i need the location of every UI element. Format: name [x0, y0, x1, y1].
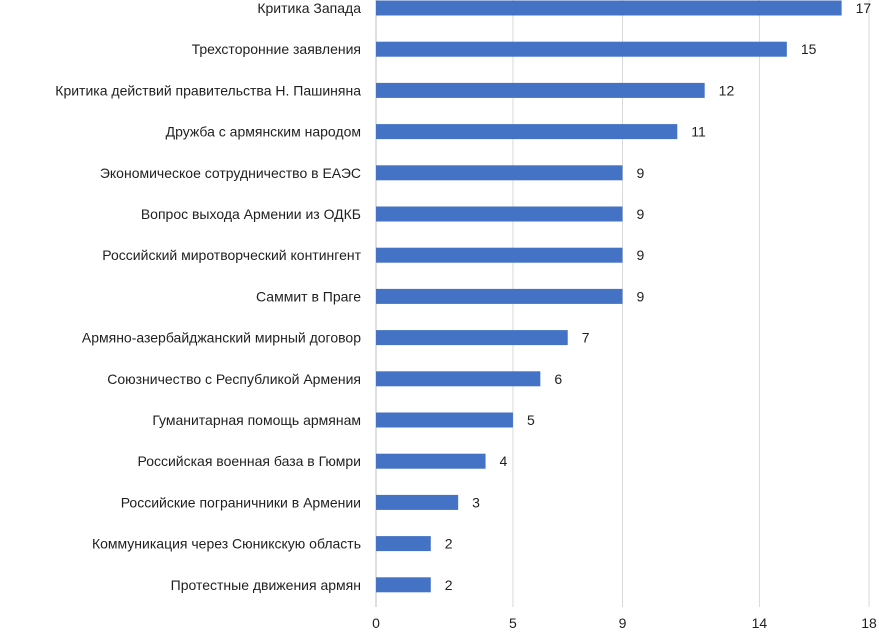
category-label: Экономическое сотрудничество в ЕАЭС: [100, 165, 361, 181]
bars: [376, 0, 842, 593]
value-label: 3: [472, 494, 480, 510]
x-axis-ticks: 0 5 9 14 18: [372, 615, 877, 631]
bar: [376, 577, 431, 593]
category-label: Вопрос выхода Армении из ОДКБ: [141, 206, 361, 222]
category-label: Протестные движения армян: [171, 577, 361, 593]
x-tick-label: 18: [861, 615, 877, 631]
value-label: 9: [637, 247, 645, 263]
value-label: 11: [691, 124, 706, 140]
bar: [376, 82, 705, 98]
category-label: Российские пограничники в Армении: [121, 494, 361, 510]
value-label: 12: [719, 82, 735, 98]
value-label: 9: [637, 206, 645, 222]
value-label: 9: [637, 288, 645, 304]
x-tick-label: 0: [372, 615, 380, 631]
bar: [376, 247, 623, 263]
bar: [376, 124, 678, 140]
category-label: Саммит в Праге: [256, 288, 361, 304]
x-tick-label: 14: [752, 615, 768, 631]
value-label: 4: [500, 453, 508, 469]
x-tick-label: 9: [619, 615, 627, 631]
category-label: Дружба с армянским народом: [166, 124, 361, 140]
bar: [376, 494, 459, 510]
category-label: Критика Запада: [257, 0, 361, 16]
category-labels: Критика Запада Трехсторонние заявления Кри…: [55, 0, 361, 593]
bar: [376, 536, 431, 552]
bar: [376, 330, 568, 346]
category-label: Армяно-азербайджанский мирный договор: [82, 330, 361, 346]
bar: [376, 453, 486, 469]
bar: [376, 165, 623, 181]
bar: [376, 288, 623, 304]
category-label: Коммуникация через Сюникскую область: [92, 536, 361, 552]
value-label: 5: [527, 412, 535, 428]
category-label: Гуманитарная помощь армянам: [152, 412, 361, 428]
value-label: 6: [554, 371, 562, 387]
bar: [376, 206, 623, 222]
bar: [376, 0, 842, 16]
value-label: 2: [445, 536, 453, 552]
category-label: Трехсторонние заявления: [192, 41, 361, 57]
value-label: 7: [582, 330, 590, 346]
category-label: Союзничество с Республикой Армения: [107, 371, 361, 387]
category-label: Российская военная база в Гюмри: [137, 453, 361, 469]
bar: [376, 412, 513, 428]
value-label: 15: [801, 41, 817, 57]
value-label: 17: [856, 0, 872, 16]
bar: [376, 41, 787, 57]
x-tick-label: 5: [509, 615, 517, 631]
value-label: 2: [445, 577, 453, 593]
category-label: Критика действий правительства Н. Пашиня…: [55, 82, 361, 98]
bar: [376, 371, 541, 387]
value-label: 9: [637, 165, 645, 181]
category-label: Российский миротворческий контингент: [102, 247, 361, 263]
value-labels: 17 15 12 11 9 9 9 9 7 6 5 4 3 2 2: [445, 0, 872, 593]
